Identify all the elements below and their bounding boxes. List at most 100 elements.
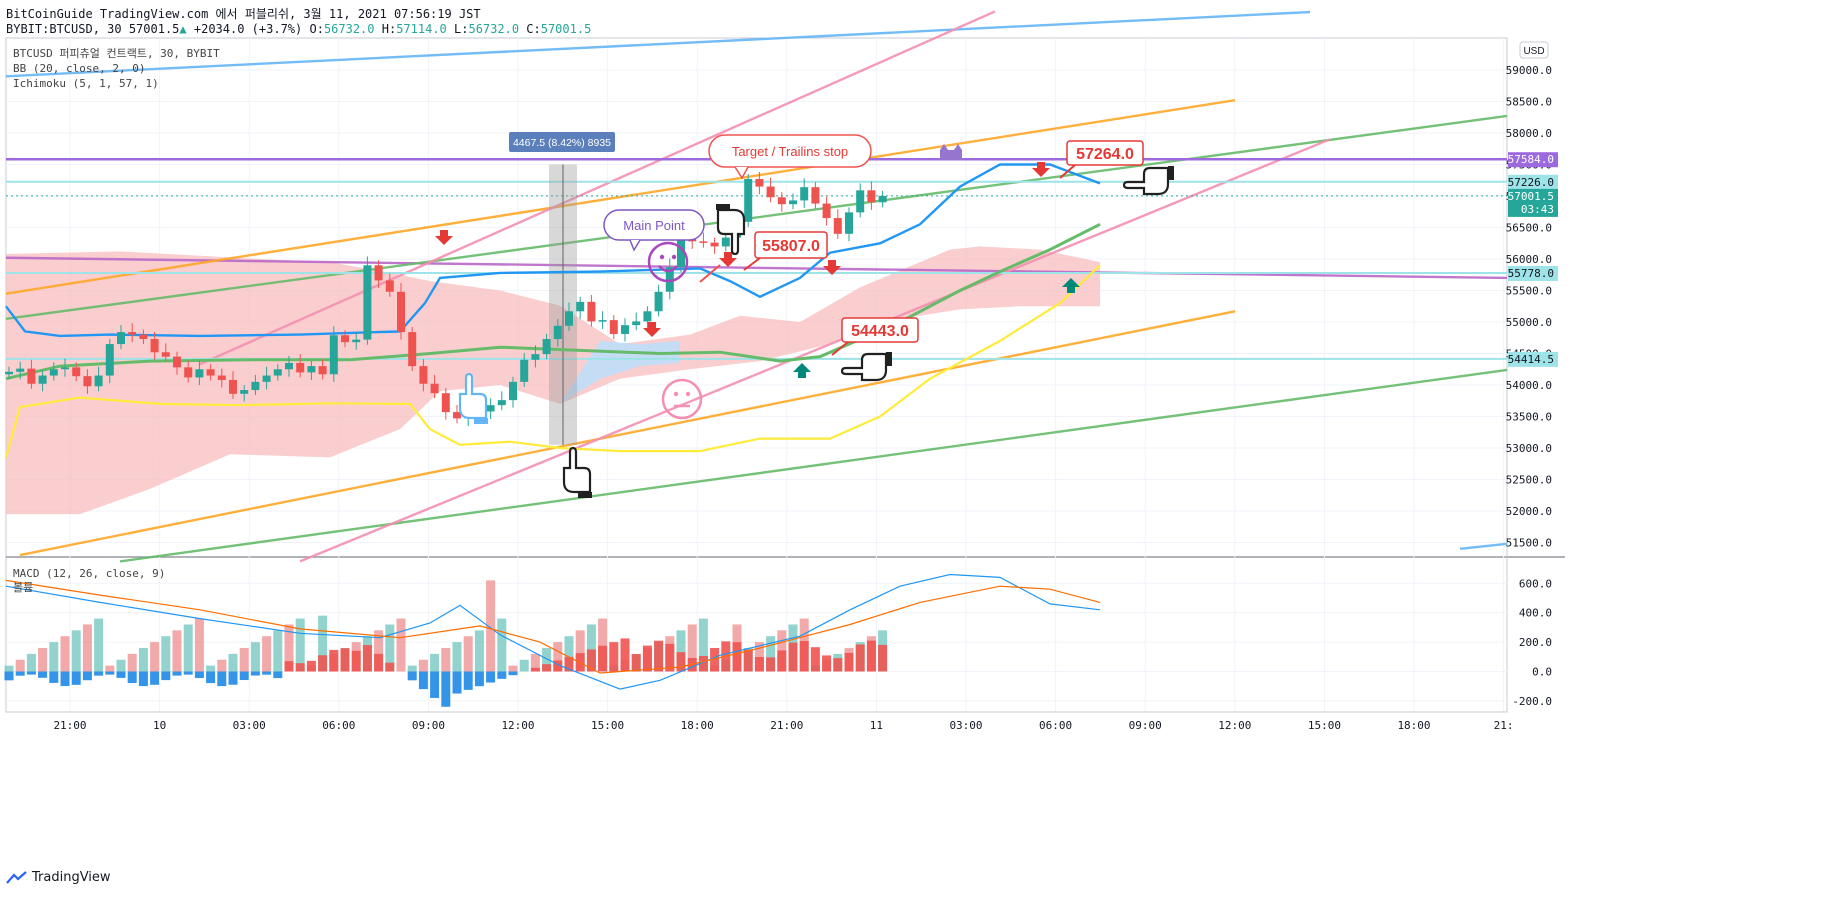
callout-pointer xyxy=(699,264,721,283)
macd-histogram-bar xyxy=(698,655,708,672)
pointing-hand-icon-cuff xyxy=(578,492,592,498)
macd-volume-bar xyxy=(385,624,395,672)
macd-histogram-bar xyxy=(676,652,686,672)
candle-body xyxy=(38,375,47,384)
footer-brand[interactable]: TradingView xyxy=(6,870,111,885)
macd-volume-bar xyxy=(194,618,204,672)
time-tick-label: 03:00 xyxy=(949,719,982,732)
main-point-text: Main Point xyxy=(623,218,685,233)
candle-body xyxy=(385,280,394,292)
price-callout-54443-text: 54443.0 xyxy=(851,323,909,340)
macd-histogram-bar xyxy=(754,656,764,672)
high-value: 57114.0 xyxy=(396,22,447,36)
candle xyxy=(240,385,249,402)
candle-body xyxy=(408,332,417,367)
macd-histogram-bar xyxy=(340,648,350,672)
candle xyxy=(800,178,809,208)
measure-label-bg xyxy=(509,132,615,152)
candle xyxy=(150,332,159,360)
price-badge: 57584.0 xyxy=(1508,152,1558,168)
macd-volume-bar xyxy=(519,659,529,672)
candle-body xyxy=(184,367,193,378)
candle-body xyxy=(329,335,338,375)
candle xyxy=(587,294,596,327)
macd-volume-bar xyxy=(441,647,451,672)
macd-histogram-bar xyxy=(329,649,339,672)
currency-button: USD xyxy=(1519,41,1549,59)
candle-body xyxy=(94,375,103,387)
price-badge-value: 54414.5 xyxy=(1508,353,1554,366)
legend-macd-sub: 볼륨 xyxy=(13,581,33,594)
price-tick-label: 52500.0 xyxy=(1506,474,1552,487)
up-arrow-icon: ▲ xyxy=(179,22,187,36)
candle-body xyxy=(531,354,540,360)
price-callout-57264: 57264.0 xyxy=(1066,140,1144,166)
price-badge: 54414.5 xyxy=(1508,351,1558,367)
candle-body xyxy=(789,200,797,205)
macd-volume-bar xyxy=(239,647,249,672)
macd-histogram-bar xyxy=(206,671,216,684)
pointing-hand-icon-shape xyxy=(458,372,488,420)
candle xyxy=(744,173,753,227)
price-callout-57264-tail-bg xyxy=(1061,164,1064,167)
candle xyxy=(262,366,271,390)
candle xyxy=(94,366,103,392)
candle-body xyxy=(665,267,674,292)
macd-volume-bar xyxy=(564,636,574,672)
macd-volume-bar xyxy=(273,630,283,672)
macd-histogram-bar xyxy=(732,642,742,672)
time-tick-label: 06:00 xyxy=(1039,719,1072,732)
macd-tick-label: 200.0 xyxy=(1519,636,1552,649)
candle-body xyxy=(755,178,764,187)
trend-line-blue-lower xyxy=(1459,542,1508,550)
macd-histogram-bar xyxy=(452,671,462,694)
candle xyxy=(710,237,719,254)
macd-volume-bar xyxy=(295,618,305,672)
price-tick-label: 56500.0 xyxy=(1506,222,1552,235)
price-tick-label: 51500.0 xyxy=(1506,537,1552,550)
candle xyxy=(307,361,316,380)
candle xyxy=(777,192,786,212)
macd-histogram-bar xyxy=(15,671,25,676)
macd-volume-bar xyxy=(474,630,484,672)
time-tick-label: 09:00 xyxy=(1129,719,1162,732)
candle xyxy=(497,391,506,411)
candle xyxy=(789,193,797,210)
neutral-face-icon-eye xyxy=(685,391,691,397)
candle xyxy=(16,361,25,380)
macd-histogram-bar xyxy=(228,671,238,685)
candle xyxy=(285,356,293,377)
candle xyxy=(565,302,573,331)
trend-line-pink-lower xyxy=(299,138,1331,563)
pointing-hand-icon-shape xyxy=(1122,166,1170,196)
macd-histogram-bar xyxy=(463,671,473,690)
pointing-hand-icon xyxy=(458,372,488,424)
candle-body xyxy=(27,368,36,384)
candle xyxy=(296,354,305,378)
macd-histogram-bar xyxy=(564,656,574,672)
candle xyxy=(822,196,831,226)
ohlc-line: BYBIT:BTCUSD, 30 57001.5▲ +2034.0 (+3.7%… xyxy=(6,22,592,36)
price-badge: 57226.0 xyxy=(1508,174,1558,190)
macd-histogram-bar xyxy=(306,660,316,672)
callout-pointer xyxy=(1059,164,1076,179)
candle-body xyxy=(49,369,58,376)
macd-histogram-bar xyxy=(38,671,48,678)
time-tick-label: 12:00 xyxy=(1218,719,1251,732)
price-badge-value: 55778.0 xyxy=(1508,267,1554,280)
target-callout: Target / Trailins stop xyxy=(708,134,872,180)
macd-histogram-bar xyxy=(654,640,664,672)
candle xyxy=(766,177,775,203)
macd-tick-label: 600.0 xyxy=(1519,577,1552,590)
trend-line-orange-upper xyxy=(5,99,1236,295)
pointing-hand-icon xyxy=(562,446,592,498)
macd-histogram-bar xyxy=(239,671,249,681)
macd-signal-line xyxy=(5,579,1101,674)
macd-volume-bar xyxy=(172,630,182,672)
candle-body xyxy=(105,344,114,376)
callout-pointer xyxy=(831,341,849,356)
time-tick-label: 06:00 xyxy=(322,719,355,732)
candle xyxy=(699,232,708,248)
pointing-hand-icon-cuff xyxy=(474,418,488,424)
